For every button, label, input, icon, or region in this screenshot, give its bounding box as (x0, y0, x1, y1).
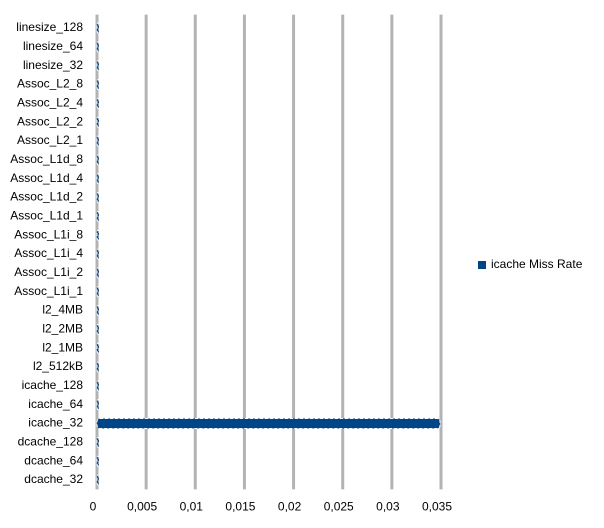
y-tick-label: linesize_64 (23, 39, 83, 53)
y-tick-label: Assoc_L1i_4 (14, 246, 83, 260)
bar (96, 41, 100, 53)
y-tick-label: Assoc_L1d_4 (10, 171, 83, 185)
y-tick-label: linesize_32 (23, 58, 83, 72)
bar (96, 97, 100, 109)
y-tick-label: icache_128 (22, 378, 84, 392)
bar (96, 154, 100, 166)
bar (96, 304, 100, 316)
bar (96, 229, 100, 241)
y-tick-label: icache_64 (28, 397, 83, 411)
x-tick-label: 0 (90, 500, 97, 514)
y-tick-label: l2_1MB (42, 340, 83, 354)
y-tick-label: Assoc_L2_4 (17, 96, 83, 110)
bar (96, 116, 100, 128)
y-tick-label: Assoc_L1d_1 (10, 209, 83, 223)
bar (96, 248, 100, 260)
y-tick-label: Assoc_L2_8 (17, 77, 83, 91)
y-tick-label: dcache_64 (24, 453, 83, 467)
bar (96, 455, 100, 467)
x-tick-label: 0,015 (225, 500, 255, 514)
bar (96, 22, 100, 34)
bar (96, 342, 100, 354)
y-tick-label: Assoc_L1d_2 (10, 190, 83, 204)
bar (96, 417, 441, 429)
x-tick-label: 0,005 (127, 500, 157, 514)
y-tick-label: Assoc_L1d_8 (10, 152, 83, 166)
bar (96, 399, 100, 411)
legend-swatch (478, 261, 486, 269)
bar (96, 286, 100, 298)
y-tick-label: Assoc_L2_1 (17, 133, 83, 147)
y-tick-label: l2_512kB (33, 359, 83, 373)
x-tick-label: 0,025 (324, 500, 354, 514)
x-tick-label: 0,03 (376, 500, 400, 514)
bar (96, 60, 100, 72)
y-tick-label: Assoc_L1i_8 (14, 227, 83, 241)
bar (96, 210, 100, 222)
bar (96, 267, 100, 279)
bar (96, 474, 100, 486)
x-tick-label: 0,01 (180, 500, 204, 514)
bar (96, 79, 100, 91)
x-tick-label: 0,02 (278, 500, 302, 514)
bar (96, 192, 100, 204)
bar (96, 380, 100, 392)
bar (96, 323, 100, 335)
legend-label: icache Miss Rate (491, 257, 583, 271)
y-tick-label: dcache_32 (24, 472, 83, 486)
y-tick-label: Assoc_L2_2 (17, 114, 83, 128)
y-tick-label: Assoc_L1i_1 (14, 284, 83, 298)
bar (96, 361, 100, 373)
y-tick-label: linesize_128 (16, 20, 83, 34)
y-tick-label: dcache_128 (18, 434, 84, 448)
y-tick-label: l2_2MB (42, 321, 83, 335)
y-tick-label: icache_32 (28, 416, 83, 430)
bar (96, 436, 100, 448)
bar (96, 135, 100, 147)
x-tick-label: 0,035 (422, 500, 452, 514)
bar (96, 173, 100, 185)
y-tick-label: Assoc_L1i_2 (14, 265, 83, 279)
y-tick-label: l2_4MB (42, 303, 83, 317)
